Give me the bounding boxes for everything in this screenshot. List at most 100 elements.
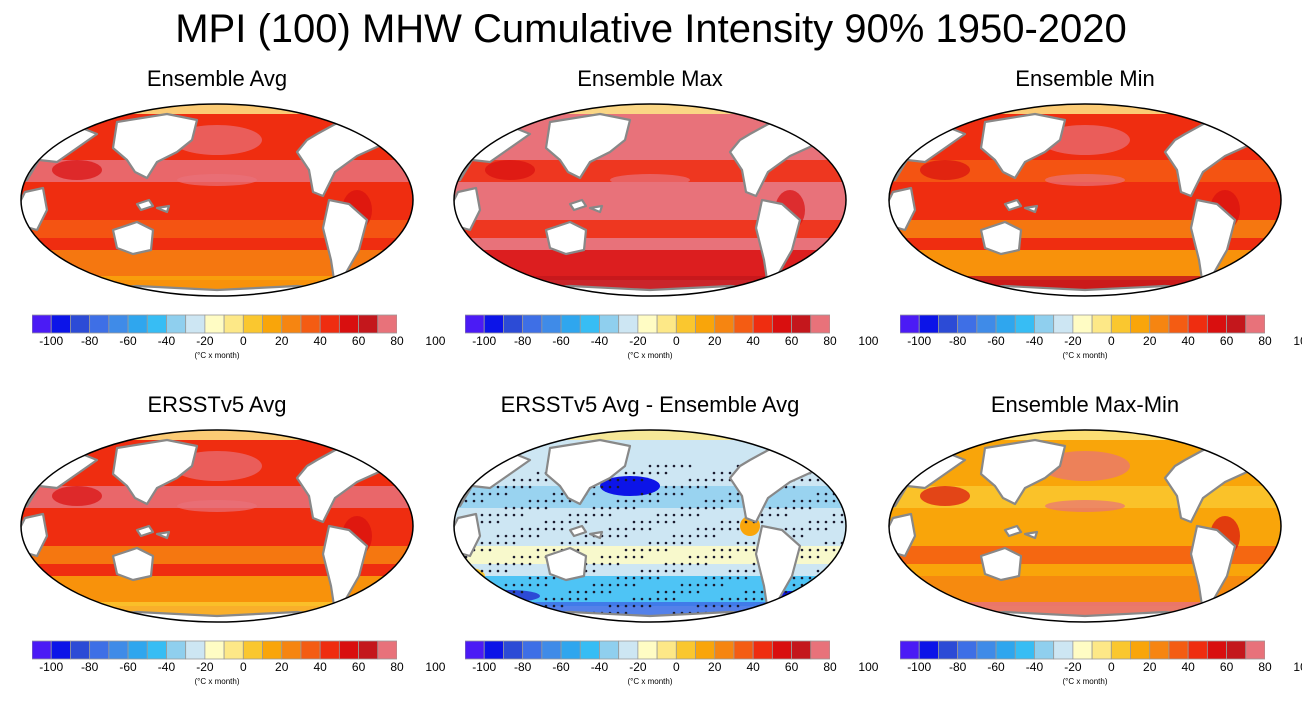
colorbar-swatch: [146, 640, 167, 660]
colorbar-swatch: [714, 640, 735, 660]
colorbar-swatch: [791, 314, 812, 334]
colorbar-swatch: [1091, 640, 1112, 660]
colorbar-tick-label: 80: [823, 334, 837, 348]
landmass: [588, 530, 604, 540]
landmass: [1023, 530, 1039, 540]
landmass: [1235, 434, 1269, 458]
world-map: [20, 429, 414, 623]
landmass: [155, 204, 171, 214]
colorbar-swatch: [791, 640, 812, 660]
panel-ersstv5-avg: ERSSTv5 Avg -100 -80 -60 -40 -20 0 20 40 60 80 100 (…: [12, 392, 445, 692]
colorbar-tick-label: 80: [1258, 334, 1272, 348]
colorbar-tick-label: 0: [239, 660, 247, 674]
panel-title: Ensemble Avg: [146, 66, 288, 91]
colorbar-tick-label: 60: [351, 660, 366, 674]
colorbar-tick-label: 20: [1143, 660, 1157, 674]
colorbar-swatch: [1187, 640, 1208, 660]
colorbar: [900, 314, 1265, 334]
colorbar-tick-labels: -100 -80 -60 -40 -20 0 20 40 60 80 100: [32, 660, 445, 676]
polar-band-north: [21, 104, 413, 114]
colorbar-tick-label: -80: [513, 334, 532, 348]
colorbar-swatch: [1226, 640, 1247, 660]
colorbar-tick-label: 0: [1107, 660, 1115, 674]
colorbar-swatch: [1130, 640, 1151, 660]
colorbar-swatch: [637, 314, 658, 334]
colorbar-unit-label: (°C x month): [627, 351, 673, 360]
map-border: [453, 103, 847, 297]
colorbar-tick-label: 40: [1181, 334, 1195, 348]
colorbar-swatch: [1014, 314, 1035, 334]
intensity-patch: [610, 174, 690, 186]
colorbar-tick-label: -60: [119, 334, 137, 348]
landmass: [979, 220, 1023, 256]
world-map: [888, 103, 1282, 297]
colorbar-tick-label: 60: [784, 334, 799, 348]
polar-band-north: [889, 104, 1281, 114]
colorbar-swatch: [377, 640, 397, 660]
colorbar-swatch: [185, 314, 206, 334]
landmass: [544, 438, 632, 506]
colorbar-tick-label: 80: [390, 334, 404, 348]
colorbar-tick-labels: -100 -80 -60 -40 -20 0 20 40 60 80 100: [465, 334, 878, 350]
colorbar: [900, 640, 1265, 660]
landmass: [544, 220, 588, 256]
colorbar-swatch: [89, 640, 110, 660]
colorbar-swatch: [1226, 314, 1247, 334]
colorbar-tick-label: -80: [948, 334, 967, 348]
colorbar-swatch: [656, 314, 677, 334]
colorbar-swatch: [108, 314, 129, 334]
colorbar-tick-label: -20: [1064, 660, 1082, 674]
colorbar-swatch: [579, 314, 600, 334]
colorbar-tick-labels: -100 -80 -60 -40 -20 0 20 40 60 80 100: [32, 334, 445, 350]
landmass: [544, 546, 588, 582]
colorbar-swatch: [166, 314, 187, 334]
figure-title: MPI (100) MHW Cumulative Intensity 90% 1…: [175, 7, 1127, 51]
colorbar-tick-label: 80: [390, 660, 404, 674]
colorbar-swatch: [618, 314, 639, 334]
colorbar-tick-label: 20: [275, 334, 289, 348]
colorbar-tick-label: -20: [196, 334, 214, 348]
colorbar-tick-label: -20: [629, 660, 647, 674]
colorbar-swatch: [771, 640, 792, 660]
colorbar-swatch: [522, 640, 543, 660]
colorbar-tick-label: 100: [425, 660, 446, 674]
colorbar-tick-label: -20: [1064, 334, 1082, 348]
colorbar-swatch: [465, 640, 485, 660]
map-border: [453, 429, 847, 623]
landmass: [111, 438, 199, 506]
colorbar-tick-label: 80: [823, 660, 837, 674]
landmass: [135, 198, 155, 212]
panel-ensemble-max: Ensemble Max -100 -80 -60 -40 -20 0 20 40 60 80 100…: [445, 66, 878, 366]
colorbar-swatch: [1110, 640, 1131, 660]
landmass: [367, 434, 401, 458]
colorbar-swatch: [579, 640, 600, 660]
colorbar-tick-label: 20: [708, 660, 722, 674]
colorbar-swatch: [976, 314, 997, 334]
colorbar-swatch: [242, 314, 263, 334]
landmass: [544, 112, 632, 180]
colorbar-tick-label: -60: [987, 334, 1005, 348]
panel-ersstv5-minus-ensemble: ERSSTv5 Avg - Ensemble Avg -100 -80 -60 -40-…: [445, 392, 878, 692]
colorbar-swatch: [900, 314, 920, 334]
landmass: [800, 434, 834, 458]
colorbar-tick-label: -60: [119, 660, 137, 674]
colorbar-swatch: [1053, 640, 1074, 660]
colorbar-swatch: [599, 640, 620, 660]
colorbar-tick-label: 20: [275, 660, 289, 674]
colorbar-swatch: [50, 314, 71, 334]
colorbar-tick-label: 0: [1107, 334, 1115, 348]
colorbar-swatch: [976, 640, 997, 660]
colorbar-swatch: [262, 314, 283, 334]
colorbar-tick-label: 20: [708, 334, 722, 348]
colorbar-tick-label: 0: [239, 334, 247, 348]
colorbar-tick-label: -100: [472, 660, 497, 674]
colorbar-tick-label: -100: [907, 660, 932, 674]
world-map: [453, 103, 847, 297]
colorbar-tick-label: -100: [39, 334, 64, 348]
colorbar: [32, 314, 397, 334]
colorbar-tick-label: -60: [987, 660, 1005, 674]
colorbar-tick-label: 0: [672, 660, 680, 674]
colorbar-swatch: [810, 314, 830, 334]
landmass: [1003, 524, 1023, 538]
colorbar-tick-label: 100: [1293, 334, 1302, 348]
